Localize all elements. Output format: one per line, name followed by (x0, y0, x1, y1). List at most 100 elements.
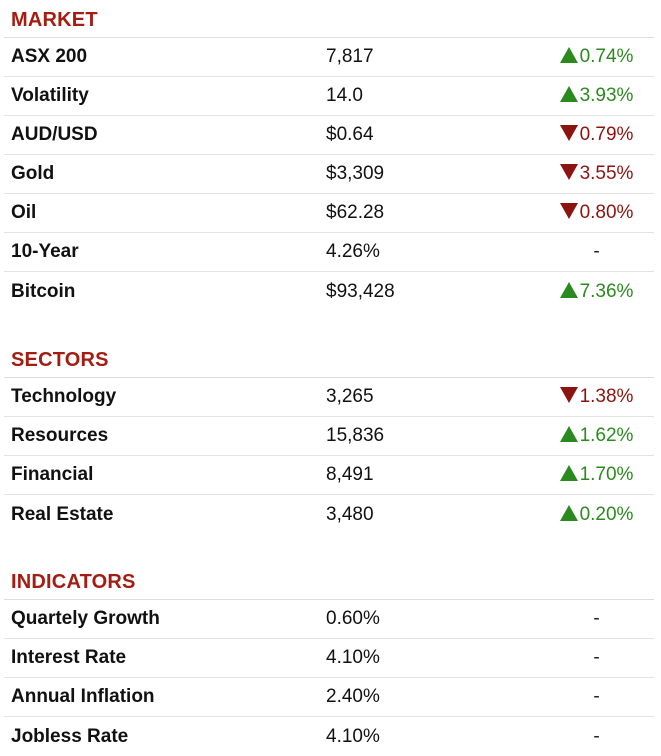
row-value: 0.60% (326, 608, 380, 629)
row-value: $62.28 (326, 202, 385, 223)
table-row: Interest Rate 4.10% - (4, 639, 654, 678)
row-name: Financial (11, 464, 94, 485)
row-change: 1.62% (539, 425, 654, 447)
table-row: Oil $62.28 0.80% (4, 194, 654, 233)
row-change: - (539, 608, 654, 630)
row-change: 0.74% (539, 46, 654, 68)
down-arrow-icon (559, 203, 578, 219)
row-change: - (539, 726, 654, 748)
table-row: 10-Year 4.26% - (4, 233, 654, 272)
row-name: Annual Inflation (11, 686, 155, 707)
table-row: AUD/USD $0.64 0.79% (4, 116, 654, 155)
market-section-title: MARKET (11, 9, 98, 31)
indicators-section-header: INDICATORS (4, 562, 654, 600)
down-arrow-icon (559, 387, 578, 403)
row-value: 7,817 (326, 46, 374, 67)
row-change: - (539, 686, 654, 708)
sectors-section-title: SECTORS (11, 349, 109, 371)
row-name: ASX 200 (11, 46, 88, 67)
row-change: 1.38% (539, 386, 654, 408)
row-value: 2.40% (326, 686, 380, 707)
table-row: Financial 8,491 1.70% (4, 456, 654, 495)
row-change: - (539, 647, 654, 669)
section-spacer (4, 534, 654, 562)
row-change: 1.70% (539, 464, 654, 486)
table-row: Bitcoin $93,428 7.36% (4, 272, 654, 311)
up-arrow-icon (559, 47, 578, 63)
up-arrow-icon (559, 86, 578, 102)
change-text: 0.79% (579, 124, 634, 145)
change-text: 3.93% (579, 85, 634, 106)
table-row: Jobless Rate 4.10% - (4, 717, 654, 756)
row-name: Interest Rate (11, 647, 127, 668)
row-name: Bitcoin (11, 280, 76, 302)
row-name: Gold (11, 163, 55, 184)
up-arrow-icon (559, 426, 578, 442)
table-row: Resources 15,836 1.62% (4, 417, 654, 456)
change-text: 1.62% (579, 425, 634, 446)
row-name: 10-Year (11, 241, 79, 262)
row-value: 4.10% (326, 725, 380, 747)
row-value: 3,265 (326, 386, 374, 407)
row-value: $93,428 (326, 280, 395, 302)
row-change: 0.80% (539, 202, 654, 224)
row-value: 14.0 (326, 85, 363, 106)
sectors-rows: Technology 3,265 1.38% Resources 15,836 … (4, 378, 654, 534)
row-name: Resources (11, 425, 109, 446)
change-text: - (593, 647, 600, 668)
row-value: 4.26% (326, 241, 380, 262)
indicators-section: INDICATORS Quartely Growth 0.60% - Inter… (4, 562, 654, 756)
market-rows: ASX 200 7,817 0.74% Volatility 14.0 3.93… (4, 38, 654, 311)
row-name: Technology (11, 386, 117, 407)
row-change: 3.55% (539, 163, 654, 185)
row-name: Jobless Rate (11, 725, 129, 747)
table-row: Annual Inflation 2.40% - (4, 678, 654, 717)
row-name: Real Estate (11, 503, 114, 525)
change-text: 3.55% (579, 163, 634, 184)
row-value: 4.10% (326, 647, 380, 668)
row-value: $0.64 (326, 124, 374, 145)
table-row: Quartely Growth 0.60% - (4, 600, 654, 639)
market-section-header: MARKET (4, 0, 654, 38)
indicators-rows: Quartely Growth 0.60% - Interest Rate 4.… (4, 600, 654, 756)
sectors-section-header: SECTORS (4, 340, 654, 378)
change-text: 0.20% (579, 503, 634, 525)
change-text: 1.70% (579, 464, 634, 485)
row-name: Volatility (11, 85, 89, 106)
row-name: AUD/USD (11, 124, 98, 145)
down-arrow-icon (559, 125, 578, 141)
change-text: 0.74% (579, 46, 634, 67)
up-arrow-icon (559, 281, 578, 298)
row-change: 0.20% (539, 504, 654, 526)
row-value: $3,309 (326, 163, 385, 184)
change-text: 1.38% (579, 386, 634, 407)
market-data-panel: MARKET ASX 200 7,817 0.74% Volatility 14… (4, 0, 654, 756)
market-section: MARKET ASX 200 7,817 0.74% Volatility 14… (4, 0, 654, 311)
row-value: 15,836 (326, 425, 385, 446)
change-text: 0.80% (579, 202, 634, 223)
table-row: Volatility 14.0 3.93% (4, 77, 654, 116)
table-row: Gold $3,309 3.55% (4, 155, 654, 194)
row-change: 7.36% (539, 281, 654, 303)
down-arrow-icon (559, 164, 578, 180)
row-change: 3.93% (539, 85, 654, 107)
change-text: - (593, 241, 600, 262)
up-arrow-icon (559, 504, 578, 521)
change-text: - (593, 725, 600, 747)
sectors-section: SECTORS Technology 3,265 1.38% Resources… (4, 340, 654, 534)
row-value: 8,491 (326, 464, 374, 485)
table-row: Technology 3,265 1.38% (4, 378, 654, 417)
up-arrow-icon (559, 465, 578, 481)
row-name: Quartely Growth (11, 608, 160, 629)
section-spacer (4, 311, 654, 340)
change-text: - (593, 686, 600, 707)
indicators-section-title: INDICATORS (11, 571, 136, 593)
row-name: Oil (11, 202, 37, 223)
row-change: - (539, 241, 654, 263)
change-text: 7.36% (579, 280, 634, 302)
row-change: 0.79% (539, 124, 654, 146)
row-value: 3,480 (326, 503, 374, 525)
table-row: ASX 200 7,817 0.74% (4, 38, 654, 77)
table-row: Real Estate 3,480 0.20% (4, 495, 654, 534)
change-text: - (593, 608, 600, 629)
